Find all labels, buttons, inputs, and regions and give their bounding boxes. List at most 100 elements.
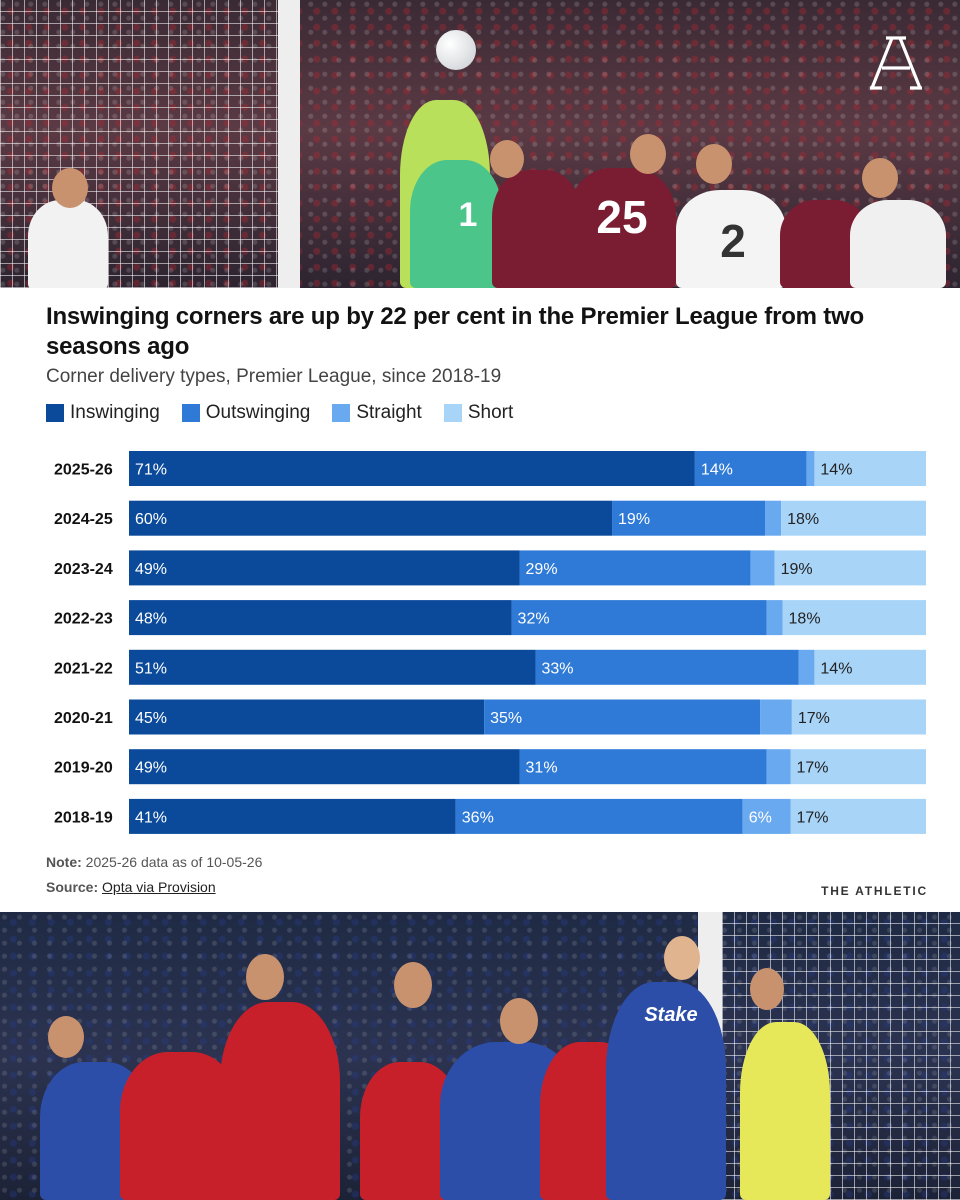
legend-label: Short xyxy=(467,402,514,423)
bar-value-label: 6% xyxy=(749,809,772,826)
player-head xyxy=(862,158,898,198)
bar-segment-straight xyxy=(766,749,791,785)
row-label: 2024-25 xyxy=(54,511,113,528)
shirt-number: 2 xyxy=(720,215,746,267)
goalkeeper-figure xyxy=(410,160,502,288)
bar-segment-inswinging xyxy=(129,649,536,685)
bar-segment-outswinging xyxy=(612,500,765,536)
bar-segment-short xyxy=(791,699,926,735)
bar-value-label: 31% xyxy=(526,760,558,777)
bar-segment-short xyxy=(814,649,926,685)
bar-segment-outswinging xyxy=(519,749,767,785)
row-label: 2021-22 xyxy=(54,660,113,677)
shirt-number: 1 xyxy=(458,196,478,234)
player-figure xyxy=(492,170,582,288)
bar-segment-outswinging xyxy=(484,699,761,735)
bar-value-label: 14% xyxy=(820,462,852,479)
chart-subtitle: Corner delivery types, Premier League, s… xyxy=(46,366,502,387)
bar-value-label: 17% xyxy=(797,760,829,777)
bar-segment-straight xyxy=(742,798,791,834)
bar-value-label: 19% xyxy=(618,511,650,528)
chart-note: Note: 2025-26 data as of 10-05-26 xyxy=(46,854,262,870)
row-label: 2019-20 xyxy=(54,760,113,777)
player-figure xyxy=(568,168,676,288)
bar-segment-straight xyxy=(798,649,815,685)
row-label: 2023-24 xyxy=(54,561,113,578)
shirt-number: 25 xyxy=(596,191,648,243)
legend-label: Inswinging xyxy=(70,402,160,423)
bar-value-label: 51% xyxy=(135,660,167,677)
legend-swatch xyxy=(181,404,200,422)
chart-title: Inswinging corners are up by 22 per cent… xyxy=(46,303,864,360)
sponsor-text: Stake xyxy=(644,1004,698,1026)
brand-wordmark: THE ATHLETIC xyxy=(821,884,928,898)
row-label: 2022-23 xyxy=(54,611,113,628)
bar-segment-outswinging xyxy=(535,649,799,685)
bar-value-label: 18% xyxy=(787,511,819,528)
player-head xyxy=(48,1016,84,1058)
bar-value-label: 32% xyxy=(518,611,550,628)
bar-segment-inswinging xyxy=(129,749,520,785)
bar-value-label: 14% xyxy=(820,660,852,677)
ball xyxy=(436,30,476,70)
bar-segment-short xyxy=(814,451,926,486)
bar-segment-straight xyxy=(760,699,792,735)
player-head xyxy=(52,168,88,208)
player-head xyxy=(394,962,432,1008)
bar-segment-outswinging xyxy=(519,550,751,586)
player-head xyxy=(664,936,700,980)
legend-swatch xyxy=(46,404,64,422)
player-head xyxy=(500,998,538,1044)
row-label: 2020-21 xyxy=(54,710,113,727)
legend-swatch xyxy=(332,404,351,422)
legend-item-outswinging: Outswinging xyxy=(181,402,311,424)
bar-value-label: 41% xyxy=(135,809,167,826)
bar-value-label: 60% xyxy=(135,511,167,528)
player-head xyxy=(696,144,732,184)
bar-value-label: 33% xyxy=(541,660,573,677)
athletic-a-logo-icon xyxy=(870,36,922,90)
row-label: 2025-26 xyxy=(54,462,113,479)
bar-value-label: 17% xyxy=(798,710,830,727)
bar-value-label: 17% xyxy=(797,809,829,826)
bar-segment-short xyxy=(774,550,926,586)
bar-segment-inswinging xyxy=(129,600,512,636)
player-figure xyxy=(606,982,726,1200)
player-head xyxy=(490,140,524,178)
goalkeeper-figure xyxy=(740,1022,830,1200)
bar-value-label: 48% xyxy=(135,611,167,628)
legend-item-straight: Straight xyxy=(332,402,422,424)
legend-item-short: Short xyxy=(443,402,514,424)
bar-value-label: 49% xyxy=(135,561,167,578)
legend-swatch xyxy=(443,404,462,422)
legend-item-inswinging: Inswinging xyxy=(46,402,160,424)
bar-segment-inswinging xyxy=(129,451,695,486)
bar-value-label: 49% xyxy=(135,760,167,777)
player-head xyxy=(630,134,666,174)
bar-segment-straight xyxy=(764,500,782,536)
bar-value-label: 14% xyxy=(701,462,733,479)
bar-value-label: 29% xyxy=(526,561,558,578)
bar-value-label: 45% xyxy=(135,710,167,727)
legend-label: Straight xyxy=(356,402,422,423)
bar-value-label: 35% xyxy=(490,710,522,727)
stacked-bar-chart: 2025-26 71% 14% 14% 2024-25 60% 19% 18% 2023-24 4… xyxy=(54,451,926,834)
legend-label: Outswinging xyxy=(205,402,311,423)
source-link[interactable]: Opta via Provision xyxy=(102,879,216,895)
bar-segment-short xyxy=(790,749,926,785)
bar-value-label: 71% xyxy=(135,462,167,479)
bar-value-label: 19% xyxy=(781,561,813,578)
bar-segment-outswinging xyxy=(455,798,743,834)
bar-segment-short xyxy=(781,500,926,536)
bar-segment-inswinging xyxy=(129,699,485,735)
row-label: 2018-19 xyxy=(54,809,113,826)
player-head xyxy=(750,968,784,1010)
player-head xyxy=(246,954,284,1000)
player-figure xyxy=(220,1002,340,1200)
bar-value-label: 18% xyxy=(789,611,821,628)
bar-segment-straight xyxy=(750,550,775,586)
bottom-match-photo: Stake xyxy=(0,912,960,1200)
chart-legend: Inswinging Outswinging Straight Short xyxy=(46,402,513,424)
bar-segment-straight xyxy=(806,451,815,486)
chart-source: Source: Opta via Provision xyxy=(46,879,216,895)
